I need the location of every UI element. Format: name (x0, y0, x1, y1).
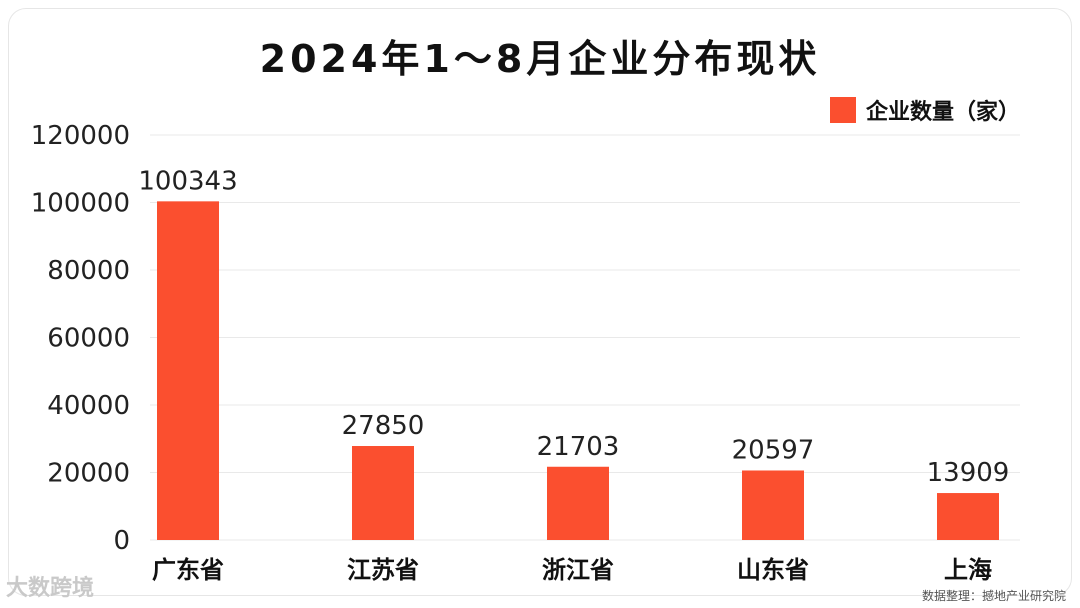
bar (157, 201, 219, 540)
x-tick-label: 江苏省 (347, 556, 419, 584)
x-tick-label: 广东省 (152, 556, 224, 584)
y-tick-label: 100000 (31, 189, 130, 219)
data-label: 27850 (342, 411, 425, 441)
data-label: 21703 (537, 432, 620, 462)
bar (547, 466, 609, 540)
bar (742, 470, 804, 540)
y-tick-label: 120000 (31, 121, 130, 151)
legend: 企业数量（家） (829, 94, 1020, 126)
data-label: 20597 (732, 435, 815, 465)
data-label: 100343 (138, 166, 237, 196)
bar (937, 493, 999, 540)
x-tick-label: 上海 (944, 556, 992, 584)
y-tick-label: 80000 (47, 256, 130, 286)
legend-swatch (829, 97, 856, 123)
y-tick-label: 20000 (47, 459, 130, 489)
y-tick-label: 40000 (47, 391, 130, 421)
x-tick-label: 山东省 (737, 556, 809, 584)
x-tick-label: 浙江省 (542, 556, 614, 584)
legend-label: 企业数量（家） (865, 100, 1020, 125)
chart-title: 2024年1～8月企业分布现状 (259, 37, 821, 81)
data-label: 13909 (927, 458, 1010, 488)
source-note: 数据整理：撼地产业研究院 (921, 589, 1066, 603)
y-tick-label: 60000 (47, 324, 130, 354)
y-tick-label: 0 (113, 526, 130, 556)
bar (352, 446, 414, 540)
brand-watermark: 大数跨境 (6, 576, 95, 601)
